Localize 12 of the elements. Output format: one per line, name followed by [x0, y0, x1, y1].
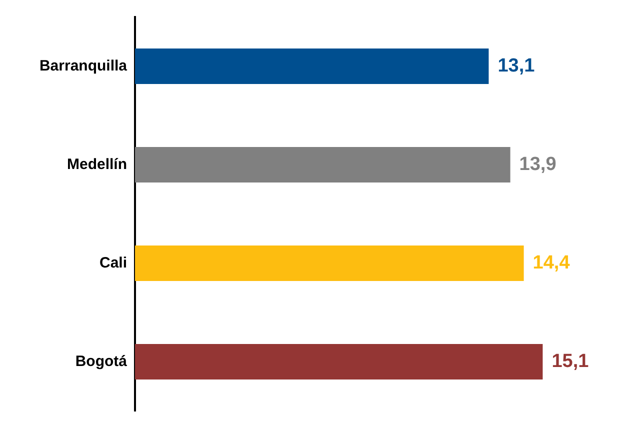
y-tick-label: Medellín — [66, 156, 127, 173]
data-label: 13,1 — [498, 55, 536, 76]
y-tick-label: Bogotá — [75, 352, 128, 370]
bar — [135, 48, 489, 84]
bar — [135, 246, 524, 281]
data-label: 15,1 — [552, 350, 590, 372]
bar — [135, 344, 543, 380]
y-tick-label: Barranquilla — [39, 57, 128, 74]
y-tick-label: Cali — [99, 254, 127, 272]
data-label: 13,9 — [519, 154, 556, 175]
data-label: 14,4 — [532, 252, 570, 274]
bar — [135, 147, 510, 182]
